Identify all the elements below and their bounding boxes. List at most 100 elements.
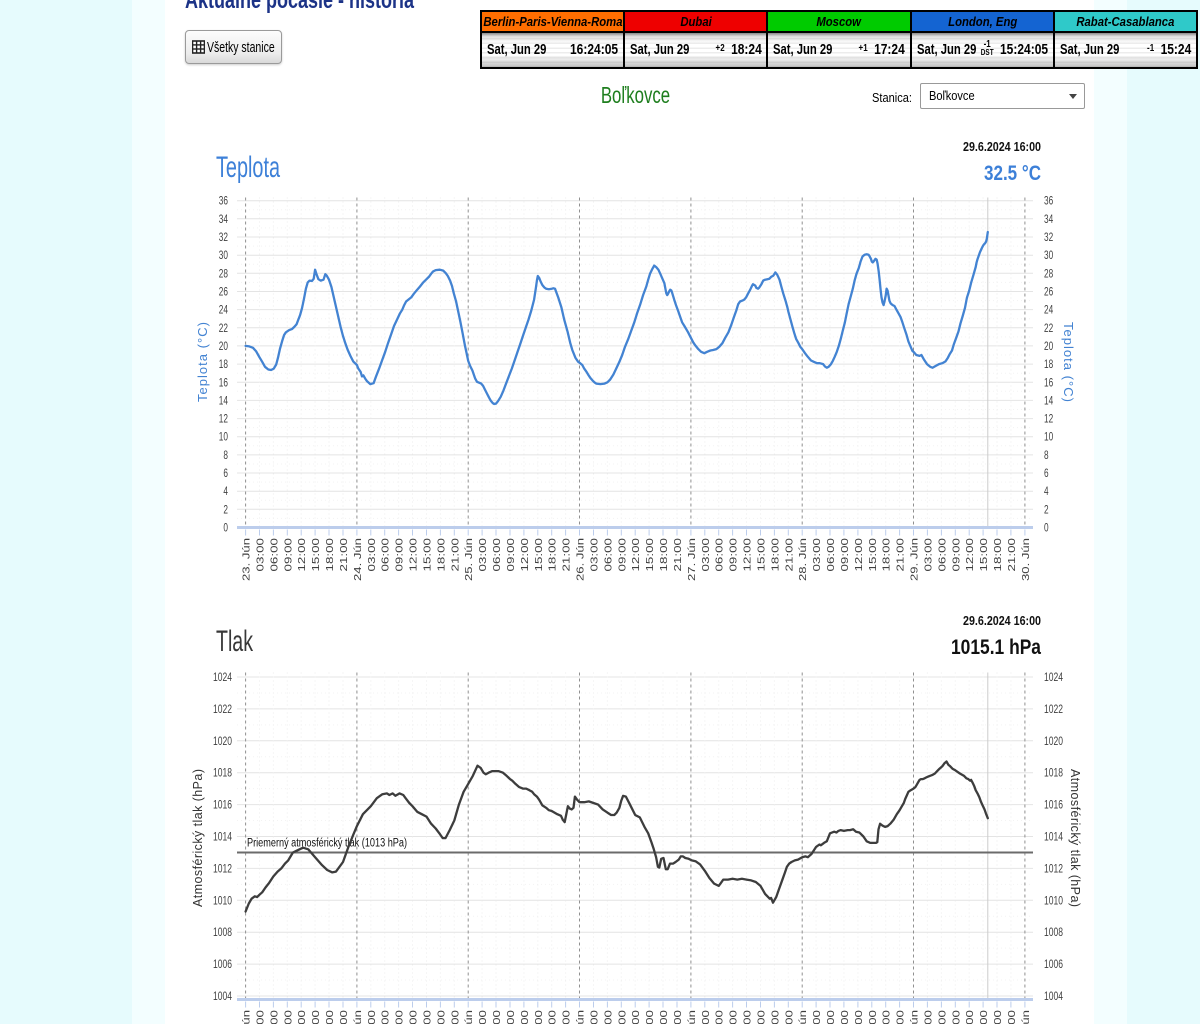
svg-text:32.5 °C: 32.5 °C xyxy=(984,162,1041,185)
svg-text:15:00: 15:00 xyxy=(979,1009,990,1024)
svg-text:21:00: 21:00 xyxy=(1007,537,1018,571)
svg-text:30: 30 xyxy=(1044,250,1053,262)
svg-text:03:00: 03:00 xyxy=(256,1009,267,1024)
svg-text:Tlak: Tlak xyxy=(216,625,254,658)
svg-text:Teplota (°C): Teplota (°C) xyxy=(1061,322,1076,402)
svg-text:06:00: 06:00 xyxy=(269,1009,280,1024)
svg-text:15:00: 15:00 xyxy=(311,1009,322,1024)
svg-text:Teplota: Teplota xyxy=(216,151,280,184)
svg-text:21:00: 21:00 xyxy=(673,1009,684,1024)
svg-text:09:00: 09:00 xyxy=(395,1009,406,1024)
svg-text:1014: 1014 xyxy=(1044,832,1063,844)
svg-text:12:00: 12:00 xyxy=(743,1009,754,1024)
svg-text:36: 36 xyxy=(219,196,228,208)
svg-text:1024: 1024 xyxy=(1044,672,1063,684)
svg-text:22: 22 xyxy=(219,323,228,335)
svg-text:18:00: 18:00 xyxy=(770,1009,781,1024)
svg-text:Atmosférický tlak (hPa): Atmosférický tlak (hPa) xyxy=(1068,769,1082,907)
svg-text:30. Jún: 30. Jún xyxy=(1021,538,1032,581)
svg-text:12: 12 xyxy=(1044,414,1053,426)
svg-text:09:00: 09:00 xyxy=(729,1009,740,1024)
svg-text:21:00: 21:00 xyxy=(339,1009,350,1024)
svg-text:20: 20 xyxy=(1044,341,1053,353)
svg-text:1006: 1006 xyxy=(1044,959,1063,971)
svg-text:15:00: 15:00 xyxy=(868,1009,879,1024)
svg-text:12:00: 12:00 xyxy=(409,1009,420,1024)
svg-text:03:00: 03:00 xyxy=(923,1009,934,1024)
svg-text:34: 34 xyxy=(219,214,229,226)
svg-text:1022: 1022 xyxy=(1044,704,1063,716)
svg-text:06:00: 06:00 xyxy=(715,537,726,571)
svg-text:28. Jún: 28. Jún xyxy=(798,1010,809,1024)
svg-text:18:00: 18:00 xyxy=(548,1009,559,1024)
svg-text:03:00: 03:00 xyxy=(478,537,489,571)
svg-text:15:00: 15:00 xyxy=(423,537,434,571)
svg-text:20: 20 xyxy=(219,341,228,353)
svg-text:15:00: 15:00 xyxy=(979,537,990,571)
svg-text:26: 26 xyxy=(1044,287,1053,299)
svg-text:12:00: 12:00 xyxy=(631,537,642,571)
svg-text:12:00: 12:00 xyxy=(965,537,976,571)
svg-text:09:00: 09:00 xyxy=(283,537,294,571)
svg-text:21:00: 21:00 xyxy=(1007,1009,1018,1024)
svg-text:1008: 1008 xyxy=(1044,927,1063,939)
svg-text:09:00: 09:00 xyxy=(506,1009,517,1024)
svg-text:26. Jún: 26. Jún xyxy=(576,1010,587,1024)
svg-text:29.6.2024 16:00: 29.6.2024 16:00 xyxy=(963,613,1041,628)
svg-text:27. Jún: 27. Jún xyxy=(687,1010,698,1024)
svg-text:8: 8 xyxy=(223,450,228,462)
svg-text:18: 18 xyxy=(1044,359,1053,371)
svg-text:03:00: 03:00 xyxy=(590,1009,601,1024)
svg-text:03:00: 03:00 xyxy=(590,537,601,571)
svg-text:18:00: 18:00 xyxy=(659,537,670,571)
svg-text:1018: 1018 xyxy=(1044,768,1063,780)
svg-text:15:00: 15:00 xyxy=(757,537,768,571)
svg-text:15:00: 15:00 xyxy=(868,537,879,571)
svg-text:18:00: 18:00 xyxy=(993,1009,1004,1024)
svg-text:09:00: 09:00 xyxy=(506,537,517,571)
svg-text:03:00: 03:00 xyxy=(367,1009,378,1024)
svg-text:18:00: 18:00 xyxy=(548,537,559,571)
svg-text:1010: 1010 xyxy=(1044,895,1063,907)
svg-text:21:00: 21:00 xyxy=(673,537,684,571)
svg-text:15:00: 15:00 xyxy=(423,1009,434,1024)
svg-text:09:00: 09:00 xyxy=(617,1009,628,1024)
svg-text:24. Jún: 24. Jún xyxy=(353,1010,364,1024)
svg-text:32: 32 xyxy=(1044,232,1053,244)
svg-text:2: 2 xyxy=(223,504,228,516)
svg-text:0: 0 xyxy=(223,523,228,535)
svg-text:30. Jún: 30. Jún xyxy=(1021,1010,1032,1024)
svg-text:12:00: 12:00 xyxy=(743,537,754,571)
svg-text:23. Jún: 23. Jún xyxy=(242,1010,253,1024)
svg-text:22: 22 xyxy=(1044,323,1053,335)
svg-text:1012: 1012 xyxy=(213,863,232,875)
svg-text:21:00: 21:00 xyxy=(562,1009,573,1024)
svg-text:09:00: 09:00 xyxy=(951,1009,962,1024)
svg-text:16: 16 xyxy=(1044,377,1053,389)
svg-text:24: 24 xyxy=(1044,305,1054,317)
svg-text:24: 24 xyxy=(219,305,229,317)
svg-text:30: 30 xyxy=(219,250,228,262)
svg-text:1020: 1020 xyxy=(213,736,232,748)
svg-text:29. Jún: 29. Jún xyxy=(910,538,921,581)
svg-text:24. Jún: 24. Jún xyxy=(353,538,364,581)
svg-text:15:00: 15:00 xyxy=(645,1009,656,1024)
svg-text:06:00: 06:00 xyxy=(492,537,503,571)
svg-text:12: 12 xyxy=(219,414,228,426)
svg-text:15:00: 15:00 xyxy=(757,1009,768,1024)
svg-text:21:00: 21:00 xyxy=(339,537,350,571)
svg-text:06:00: 06:00 xyxy=(937,1009,948,1024)
svg-text:03:00: 03:00 xyxy=(478,1009,489,1024)
svg-text:12:00: 12:00 xyxy=(854,537,865,571)
svg-text:1018: 1018 xyxy=(213,768,232,780)
svg-text:15:00: 15:00 xyxy=(311,537,322,571)
svg-text:28. Jún: 28. Jún xyxy=(798,538,809,581)
svg-text:21:00: 21:00 xyxy=(784,537,795,571)
svg-text:21:00: 21:00 xyxy=(896,1009,907,1024)
svg-text:09:00: 09:00 xyxy=(395,537,406,571)
svg-text:14: 14 xyxy=(219,395,229,407)
svg-text:1014: 1014 xyxy=(213,832,232,844)
svg-text:09:00: 09:00 xyxy=(283,1009,294,1024)
svg-text:12:00: 12:00 xyxy=(409,537,420,571)
svg-text:18:00: 18:00 xyxy=(993,537,1004,571)
